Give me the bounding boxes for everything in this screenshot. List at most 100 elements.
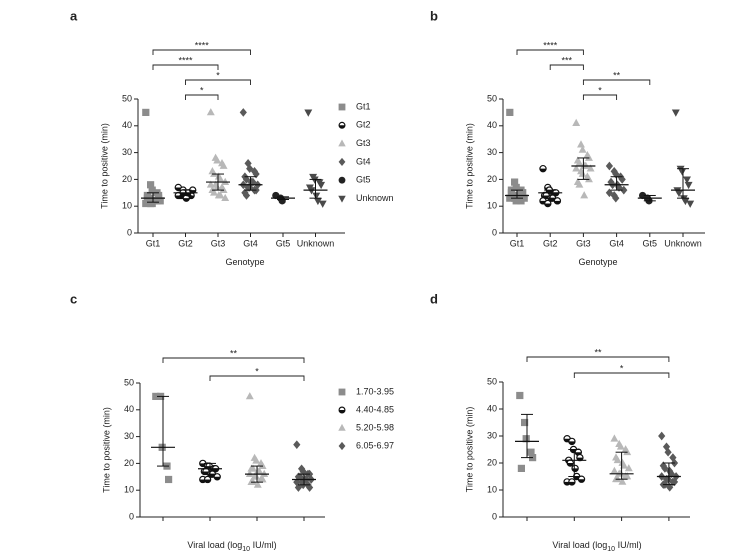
y-tick-label: 40 bbox=[487, 120, 497, 130]
point bbox=[578, 145, 587, 153]
y-axis-label: Time to positive (min) bbox=[464, 407, 474, 493]
point bbox=[294, 483, 302, 492]
point bbox=[147, 181, 155, 189]
point-half bbox=[339, 125, 345, 129]
point bbox=[338, 406, 346, 414]
point-half bbox=[175, 195, 182, 199]
point bbox=[148, 199, 156, 208]
x-axis-label-part: IU/ml) bbox=[615, 540, 642, 550]
spread-bar bbox=[147, 192, 159, 203]
significance-label: *** bbox=[562, 55, 573, 65]
point bbox=[605, 161, 613, 171]
point bbox=[516, 391, 524, 400]
panel-letter: b bbox=[430, 8, 438, 23]
point bbox=[252, 456, 261, 464]
significance-bracket bbox=[573, 372, 670, 378]
point-half bbox=[578, 479, 585, 483]
point bbox=[338, 157, 346, 166]
x-tick-label: Gt2 bbox=[178, 238, 193, 248]
legend-label: Gt2 bbox=[356, 120, 371, 130]
point bbox=[658, 431, 666, 441]
point bbox=[527, 448, 535, 456]
point bbox=[544, 199, 552, 208]
point bbox=[623, 472, 632, 480]
point bbox=[575, 180, 584, 188]
point bbox=[572, 164, 581, 172]
y-axis-label: Time to positive (min) bbox=[99, 123, 109, 209]
y-tick-label: 30 bbox=[487, 430, 497, 440]
significance-bracket bbox=[152, 49, 251, 55]
x-tick-label: Unknown bbox=[664, 238, 702, 248]
y-axis-label: Time to positive (min) bbox=[101, 407, 111, 493]
legend-label: 5.20-5.98 bbox=[356, 422, 394, 432]
spread-bar bbox=[615, 451, 628, 480]
spread-bar bbox=[298, 473, 310, 486]
spread-bar bbox=[244, 176, 257, 191]
point bbox=[306, 483, 314, 492]
point bbox=[686, 200, 695, 208]
point bbox=[522, 435, 530, 443]
point bbox=[571, 464, 579, 473]
point bbox=[580, 191, 589, 199]
panel-letter: c bbox=[70, 291, 77, 306]
point bbox=[610, 434, 619, 442]
significance-label: * bbox=[255, 366, 259, 376]
point bbox=[245, 392, 254, 400]
y-tick-label: 10 bbox=[124, 485, 134, 495]
point bbox=[683, 176, 691, 184]
point-half bbox=[183, 198, 190, 202]
x-tick-label: Gt5 bbox=[643, 238, 658, 248]
significance-bracket bbox=[185, 94, 219, 100]
point bbox=[249, 477, 257, 486]
point bbox=[620, 185, 628, 195]
legend-label: 4.40-4.85 bbox=[356, 404, 394, 414]
significance-bracket bbox=[582, 94, 618, 100]
point-half bbox=[544, 203, 551, 207]
point-half bbox=[339, 410, 345, 413]
point bbox=[221, 177, 230, 185]
point bbox=[310, 176, 319, 184]
point bbox=[666, 482, 674, 492]
point bbox=[586, 164, 595, 172]
point bbox=[612, 169, 620, 179]
point bbox=[210, 188, 218, 196]
y-tick-label: 40 bbox=[124, 404, 134, 414]
y-tick-label: 30 bbox=[122, 147, 132, 157]
point bbox=[616, 469, 625, 477]
x-axis-label: Genotype bbox=[225, 257, 264, 267]
point bbox=[511, 178, 519, 186]
y-tick-label: 20 bbox=[124, 458, 134, 468]
point bbox=[684, 181, 693, 190]
point bbox=[252, 169, 260, 179]
point bbox=[616, 442, 625, 450]
point bbox=[206, 108, 215, 116]
point bbox=[618, 175, 626, 184]
point bbox=[313, 197, 322, 206]
spread-bar bbox=[251, 465, 263, 483]
point bbox=[298, 464, 306, 474]
point bbox=[517, 197, 525, 205]
point bbox=[623, 447, 632, 456]
point bbox=[338, 423, 346, 431]
point bbox=[521, 418, 529, 427]
y-tick-label: 10 bbox=[487, 201, 497, 211]
y-tick-label: 50 bbox=[122, 93, 132, 103]
x-axis-label-part: Viral load (log bbox=[552, 540, 607, 550]
x-axis-label-part: IU/ml) bbox=[250, 540, 277, 550]
point bbox=[338, 441, 346, 451]
significance-bracket bbox=[582, 79, 651, 85]
legend-label: Gt3 bbox=[356, 138, 371, 148]
legend-label: Unknown bbox=[356, 193, 394, 203]
significance-label: * bbox=[598, 85, 602, 95]
significance-label: ** bbox=[594, 347, 602, 357]
point-half bbox=[568, 481, 575, 486]
y-tick-label: 50 bbox=[124, 377, 134, 387]
legend-label: Gt1 bbox=[356, 101, 371, 111]
point bbox=[512, 183, 520, 192]
point bbox=[675, 189, 683, 198]
significance-label: **** bbox=[178, 55, 193, 65]
point bbox=[519, 189, 527, 197]
panel-letter: a bbox=[70, 8, 78, 23]
point bbox=[312, 192, 321, 200]
